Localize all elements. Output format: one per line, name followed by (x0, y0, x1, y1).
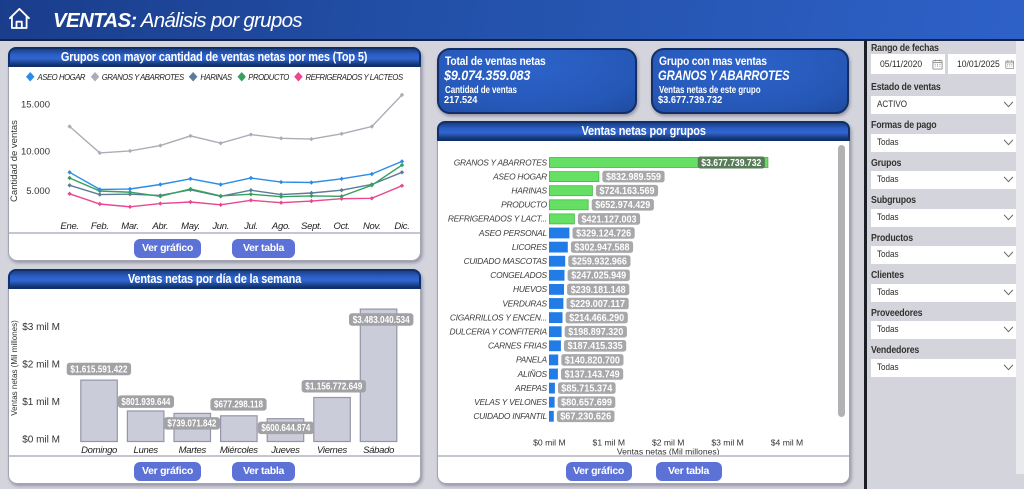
svg-text:$140.820.700: $140.820.700 (565, 355, 620, 366)
svg-text:$724.163.569: $724.163.569 (600, 186, 655, 197)
svg-text:$0 mil M: $0 mil M (533, 438, 565, 448)
svg-text:$3 mil M: $3 mil M (711, 438, 743, 448)
svg-text:$80.657.699: $80.657.699 (561, 398, 613, 409)
svg-text:$600.644.874: $600.644.874 (261, 423, 310, 434)
svg-text:$421.127.003: $421.127.003 (582, 214, 637, 225)
svg-text:$259.932.966: $259.932.966 (572, 257, 627, 268)
svg-text:$739.071.842: $739.071.842 (167, 419, 216, 430)
svg-text:Lunes: Lunes (134, 445, 159, 456)
svg-text:Jueves: Jueves (270, 445, 300, 456)
svg-text:$3 mil M: $3 mil M (22, 322, 60, 333)
svg-text:CUIDADO INFANTIL: CUIDADO INFANTIL (473, 411, 547, 421)
svg-text:$67.230.626: $67.230.626 (560, 412, 612, 423)
svg-text:ALIÑOS: ALIÑOS (517, 369, 548, 379)
svg-text:PANELA: PANELA (516, 355, 548, 365)
svg-text:$329.124.726: $329.124.726 (576, 228, 631, 239)
svg-text:$137.143.749: $137.143.749 (565, 369, 620, 380)
svg-text:ASEO HOGAR: ASEO HOGAR (492, 171, 547, 181)
svg-text:$1.615.591.422: $1.615.591.422 (70, 364, 127, 375)
svg-text:CONGELADOS: CONGELADOS (490, 270, 547, 280)
svg-text:$3.483.040.534: $3.483.040.534 (353, 315, 410, 326)
svg-text:Dic.: Dic. (394, 221, 409, 231)
svg-text:$801.939.644: $801.939.644 (121, 397, 170, 408)
svg-text:Martes: Martes (179, 445, 207, 456)
svg-text:VELAS Y VELONES: VELAS Y VELONES (474, 397, 547, 407)
svg-text:$229.007.117: $229.007.117 (570, 299, 626, 310)
svg-text:15.000: 15.000 (21, 100, 50, 111)
svg-text:Feb.: Feb. (91, 221, 109, 231)
svg-text:Oct.: Oct. (333, 221, 349, 231)
svg-text:CARNES FRIAS: CARNES FRIAS (488, 341, 548, 351)
svg-text:$1.156.772.649: $1.156.772.649 (305, 382, 362, 393)
svg-text:$0 mil M: $0 mil M (22, 435, 60, 446)
svg-text:PRODUCTO: PRODUCTO (501, 200, 548, 210)
svg-text:$652.974.429: $652.974.429 (595, 200, 650, 211)
svg-text:HARINAS: HARINAS (511, 186, 547, 196)
svg-text:Ventas netas (Mil millones): Ventas netas (Mil millones) (10, 320, 19, 416)
svg-text:$677.298.118: $677.298.118 (214, 400, 263, 411)
svg-text:$85.715.374: $85.715.374 (561, 384, 613, 395)
svg-text:Nov.: Nov. (363, 221, 381, 231)
svg-text:Ene.: Ene. (60, 221, 78, 231)
svg-text:Domingo: Domingo (81, 445, 117, 456)
svg-text:Viernes: Viernes (317, 445, 347, 456)
svg-text:$2 mil M: $2 mil M (652, 438, 684, 448)
svg-text:Jun.: Jun. (211, 221, 229, 231)
svg-text:DULCERIA Y CONFITERIA: DULCERIA Y CONFITERIA (449, 327, 547, 337)
svg-text:HUEVOS: HUEVOS (513, 284, 548, 294)
svg-text:GRANOS Y ABARROTES: GRANOS Y ABARROTES (454, 157, 548, 167)
svg-text:REFRIGERADOS Y LACT...: REFRIGERADOS Y LACT... (448, 214, 547, 224)
svg-text:Cantidad de ventas: Cantidad de ventas (10, 120, 20, 202)
svg-text:$302.947.588: $302.947.588 (575, 243, 630, 254)
svg-text:$1 mil M: $1 mil M (593, 438, 625, 448)
svg-text:5.000: 5.000 (26, 186, 50, 197)
svg-text:$247.025.949: $247.025.949 (571, 271, 626, 282)
svg-text:LICORES: LICORES (512, 242, 548, 252)
svg-text:$187.415.335: $187.415.335 (568, 341, 623, 352)
svg-text:Mar.: Mar. (121, 221, 138, 231)
svg-text:10.000: 10.000 (21, 146, 50, 157)
svg-text:Abr.: Abr. (151, 221, 168, 231)
svg-text:Ventas netas (Mil millones): Ventas netas (Mil millones) (617, 447, 720, 457)
svg-text:$239.181.148: $239.181.148 (571, 285, 626, 296)
svg-text:AREPAS: AREPAS (514, 383, 548, 393)
svg-text:$3.677.739.732: $3.677.739.732 (701, 158, 761, 169)
svg-text:Jul.: Jul. (243, 221, 258, 231)
svg-text:VERDURAS: VERDURAS (502, 298, 547, 308)
svg-text:Ago.: Ago. (271, 221, 290, 231)
svg-text:$4 mil M: $4 mil M (771, 438, 803, 448)
svg-text:ASEO PERSONAL: ASEO PERSONAL (478, 228, 548, 238)
svg-text:$198.897.320: $198.897.320 (568, 327, 623, 338)
svg-text:May.: May. (181, 221, 200, 231)
svg-text:$214.466.290: $214.466.290 (569, 313, 624, 324)
svg-text:$2 mil M: $2 mil M (22, 360, 60, 371)
svg-text:$832.989.559: $832.989.559 (606, 172, 661, 183)
svg-text:$1 mil M: $1 mil M (22, 397, 60, 408)
svg-text:CUIDADO MASCOTAS: CUIDADO MASCOTAS (464, 256, 548, 266)
svg-text:CIGARRILLOS Y ENCEN...: CIGARRILLOS Y ENCEN... (450, 312, 547, 322)
svg-text:Sept.: Sept. (301, 221, 322, 231)
svg-text:Sábado: Sábado (363, 445, 394, 456)
svg-text:Miércoles: Miércoles (220, 445, 258, 456)
